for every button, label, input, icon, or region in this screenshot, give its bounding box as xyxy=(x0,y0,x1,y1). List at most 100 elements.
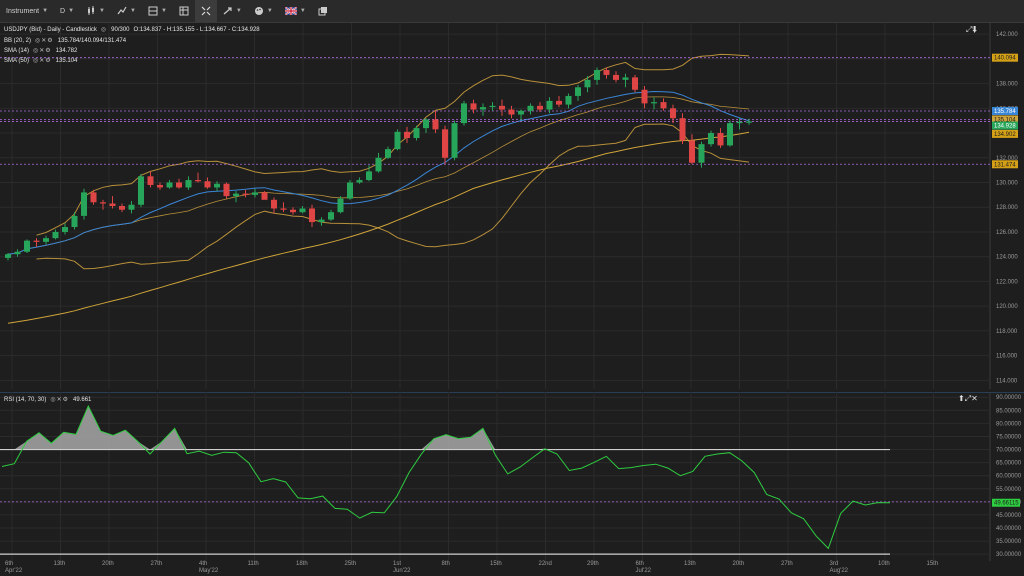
indicator-row-sma50: SMA (50) ◎✕⚙ 135.104 xyxy=(4,57,78,65)
candle-body xyxy=(489,105,496,108)
date-tick: 13th xyxy=(684,561,696,567)
candle-body xyxy=(337,198,344,213)
time-axis-label: 20th xyxy=(733,561,745,568)
candle-body xyxy=(90,192,97,203)
crosshair-button[interactable] xyxy=(194,0,217,22)
time-axis-label: 6th Jul'22 xyxy=(636,561,652,575)
instrument-menu[interactable]: Instrument ▼ xyxy=(0,0,54,22)
layout-icon xyxy=(148,6,158,16)
candle-body xyxy=(271,199,277,209)
layout-menu[interactable]: ▼ xyxy=(142,0,173,22)
month-tick: Aug'22 xyxy=(829,568,849,574)
candle-body xyxy=(651,102,657,104)
candle-body xyxy=(708,133,714,145)
indicator-value: 135.104 xyxy=(55,57,78,64)
popout-button[interactable] xyxy=(312,0,334,22)
price-tick-label: 116.000 xyxy=(996,354,1018,360)
candle-body xyxy=(632,77,638,90)
candle-body xyxy=(52,231,59,239)
candle-body xyxy=(565,95,572,105)
price-tag-text: 134.902 xyxy=(994,132,1016,138)
rsi-tick-label: 35.00000 xyxy=(996,539,1022,545)
rsi-tick-label: 55.00000 xyxy=(996,487,1022,493)
candle-body xyxy=(100,202,106,204)
chevron-down-icon: ▼ xyxy=(266,8,273,14)
time-axis-label: 1st Jun'22 xyxy=(393,561,411,575)
price-tick-label: 130.000 xyxy=(996,181,1018,187)
candle-body xyxy=(556,100,562,105)
table-button[interactable] xyxy=(173,0,195,22)
time-axis-label: 10th xyxy=(878,561,890,568)
drawing-tools-menu[interactable]: ▼ xyxy=(217,0,248,22)
time-axis-label: 4th May'22 xyxy=(199,561,218,575)
ohlc-values: O:134.837 - H:135.155 - L:134.667 - C:13… xyxy=(133,26,260,33)
rsi-header: RSI (14, 70, 30) ◎✕⚙ 49.661 xyxy=(4,396,91,404)
price-tick-label: 122.000 xyxy=(996,279,1018,285)
candle-body xyxy=(613,74,619,80)
rsi-tick-label: 70.00000 xyxy=(996,448,1022,454)
candle-body xyxy=(527,105,534,111)
language-menu[interactable]: ▼ xyxy=(279,0,312,22)
candle-body xyxy=(698,144,705,163)
date-tick: 29th xyxy=(587,561,599,567)
date-tick: 15th xyxy=(490,561,502,567)
date-tick: 11th xyxy=(247,561,259,567)
visibility-icon[interactable]: ◎ xyxy=(100,27,108,33)
time-axis-label: 15th xyxy=(927,561,939,568)
price-tick-label: 114.000 xyxy=(996,378,1018,384)
date-tick: 22nd xyxy=(538,561,552,567)
rsi-overbought-fill xyxy=(2,406,890,450)
candle-body xyxy=(622,77,629,80)
rsi-tick-label: 60.00000 xyxy=(996,474,1022,480)
candle-body xyxy=(176,182,182,188)
chevron-down-icon: ▼ xyxy=(68,8,75,14)
candle-body xyxy=(328,212,334,220)
pane-resize-icons[interactable]: ⤢⬇ xyxy=(966,25,978,34)
candle-body xyxy=(261,192,268,200)
theme-menu[interactable]: ▼ xyxy=(248,0,279,22)
date-tick: 4th xyxy=(199,561,208,567)
indicator-controls-icon[interactable]: ◎✕⚙ xyxy=(33,58,52,64)
timeframe-menu[interactable]: D ▼ xyxy=(54,0,80,22)
price-tick-label: 120.000 xyxy=(996,304,1018,310)
candle-body xyxy=(299,208,306,213)
candle-body xyxy=(147,176,154,185)
rsi-pane-controls-icon[interactable]: ⬆⤢✕ xyxy=(958,394,978,403)
table-icon xyxy=(179,6,189,16)
indicator-controls-icon[interactable]: ◎✕⚙ xyxy=(50,397,70,403)
indicator-controls-icon[interactable]: ◎✕⚙ xyxy=(33,48,52,54)
candle-body xyxy=(470,103,477,110)
date-tick: 13th xyxy=(53,561,66,567)
rsi-tag-text: 49.66115 xyxy=(994,501,1019,507)
date-tick: 25th xyxy=(344,561,357,567)
bollinger-upper-line xyxy=(36,53,750,236)
sma50-line xyxy=(7,131,750,324)
price-chart[interactable]: 142.000140.000138.000136.000134.000132.0… xyxy=(0,23,1024,389)
candle-body xyxy=(43,238,49,242)
indicator-controls-icon[interactable]: ◎✕⚙ xyxy=(35,38,54,44)
rsi-chart[interactable]: 90.00000 85.00000 80.00000 75.00000 70.00000… xyxy=(0,392,1024,562)
date-tick: 6th xyxy=(5,561,14,567)
indicator-value: 134.782 xyxy=(55,47,78,54)
indicators-menu[interactable]: ▼ xyxy=(111,0,142,22)
candle-body xyxy=(423,119,429,129)
month-tick: Jul'22 xyxy=(635,568,652,574)
time-axis-label: 15th xyxy=(490,561,502,568)
candle-body xyxy=(109,203,116,206)
rsi-tick-label: 65.00000 xyxy=(996,461,1022,467)
indicator-row-sma14: SMA (14) ◎✕⚙ 134.782 xyxy=(4,47,78,55)
chart-type-menu[interactable]: ▼ xyxy=(80,0,111,22)
price-tick-label: 128.000 xyxy=(996,205,1018,211)
candle-body xyxy=(442,129,448,158)
bars-count: 90/300 xyxy=(111,26,130,33)
price-tag: 140.094 xyxy=(992,53,1018,62)
bollinger-lower-line xyxy=(36,123,750,270)
date-tick: 6th xyxy=(635,561,644,567)
month-tick: Apr'22 xyxy=(5,568,23,574)
candle-body xyxy=(537,105,543,110)
price-tick-label: 118.000 xyxy=(996,329,1018,335)
candle-body xyxy=(366,171,372,181)
candle-body xyxy=(138,176,144,205)
candle-body xyxy=(736,121,743,124)
price-tick-label: 132.000 xyxy=(996,156,1018,162)
